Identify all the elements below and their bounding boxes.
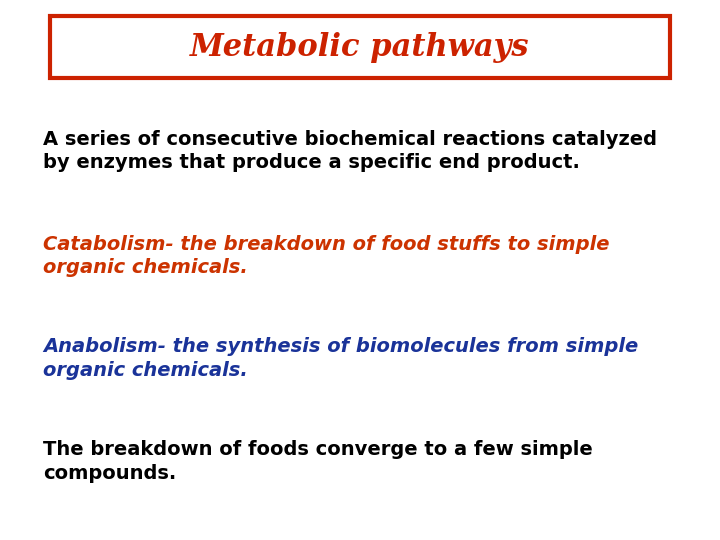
- Text: Anabolism- the synthesis of biomolecules from simple
organic chemicals.: Anabolism- the synthesis of biomolecules…: [43, 338, 639, 380]
- Text: A series of consecutive biochemical reactions catalyzed
by enzymes that produce : A series of consecutive biochemical reac…: [43, 130, 657, 172]
- Text: Catabolism- the breakdown of food stuffs to simple
organic chemicals.: Catabolism- the breakdown of food stuffs…: [43, 235, 610, 278]
- Text: Metabolic pathways: Metabolic pathways: [190, 32, 530, 63]
- FancyBboxPatch shape: [50, 16, 670, 78]
- Text: The breakdown of foods converge to a few simple
compounds.: The breakdown of foods converge to a few…: [43, 440, 593, 483]
